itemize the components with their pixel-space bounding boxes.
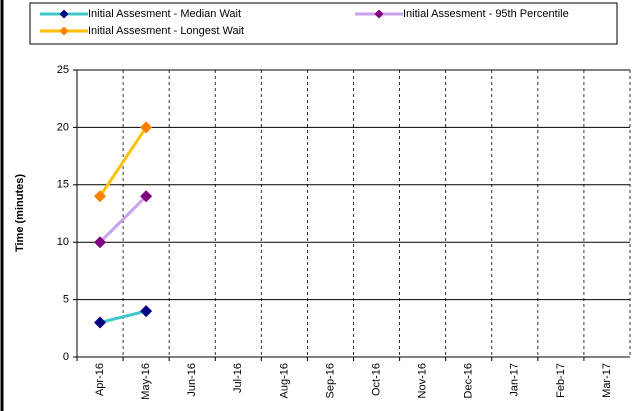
x-tick-label: Oct-16 bbox=[370, 363, 382, 396]
series-line bbox=[99, 309, 147, 325]
legend-label: Initial Assesment - Longest Wait bbox=[88, 25, 244, 37]
x-tick-label: Sep-16 bbox=[324, 363, 336, 398]
legend-box bbox=[29, 2, 618, 45]
y-tick-label: 15 bbox=[57, 179, 69, 191]
data-point bbox=[140, 305, 153, 318]
y-axis-label: Time (minutes) bbox=[14, 174, 26, 252]
x-tick-label: Jan-17 bbox=[509, 363, 521, 397]
y-tick-label: 5 bbox=[63, 294, 69, 306]
legend-label: Initial Assesment - 95th Percentile bbox=[403, 8, 569, 20]
y-tick-label: 20 bbox=[57, 121, 69, 133]
series-line bbox=[98, 126, 148, 198]
x-tick-label: Mar-17 bbox=[601, 363, 613, 398]
y-tick-label: 25 bbox=[57, 64, 69, 76]
x-tick-label: Dec-16 bbox=[463, 363, 475, 398]
data-point bbox=[94, 190, 107, 203]
y-tick-label: 0 bbox=[63, 351, 69, 363]
legend-marker bbox=[59, 9, 69, 19]
x-tick-label: Feb-17 bbox=[555, 363, 567, 398]
legend-marker bbox=[59, 26, 69, 36]
legend-label: Initial Assesment - Median Wait bbox=[88, 8, 241, 20]
x-tick-label: May-16 bbox=[140, 363, 152, 400]
y-tick-label: 10 bbox=[57, 236, 69, 248]
data-point bbox=[94, 316, 107, 329]
legend-marker bbox=[374, 9, 384, 19]
x-tick-label: Aug-16 bbox=[278, 363, 290, 398]
x-tick-label: Apr-16 bbox=[94, 363, 106, 396]
data-point bbox=[140, 121, 153, 134]
x-tick-label: Jun-16 bbox=[186, 363, 198, 397]
x-tick-label: Nov-16 bbox=[417, 363, 429, 398]
x-tick-label: Jul-16 bbox=[232, 363, 244, 393]
data-point bbox=[140, 190, 153, 203]
data-point bbox=[94, 236, 107, 249]
series-line bbox=[98, 195, 148, 244]
